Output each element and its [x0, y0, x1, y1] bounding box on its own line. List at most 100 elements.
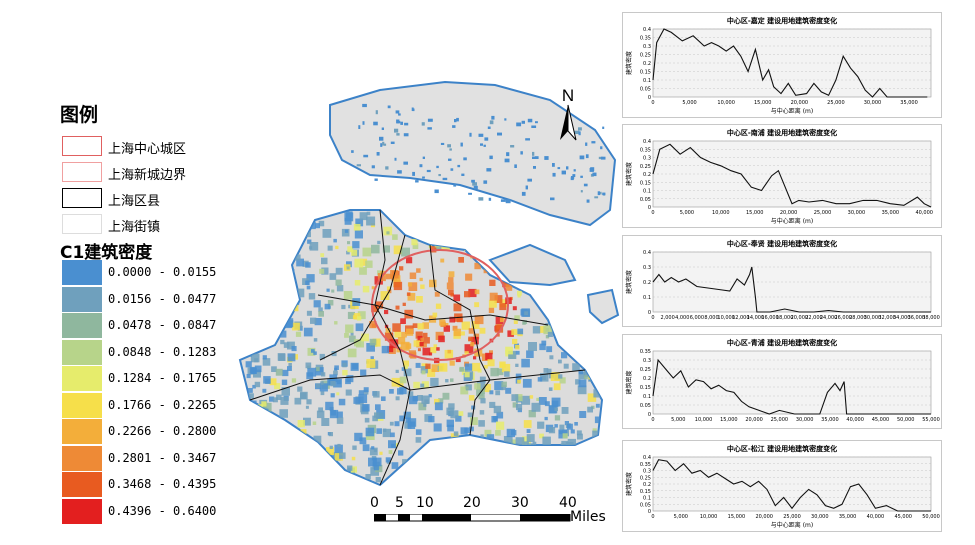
- shanghai-density-map: [238, 80, 620, 487]
- profile-chart-3: 中心区-青浦 建设用地建筑密度变化 0 0.05 0.1 0.15 0.2 0.25 0.3 0…: [622, 334, 942, 429]
- x-tick-label: 40,000: [915, 210, 933, 216]
- district-boundaries: [249, 209, 586, 486]
- density-class-swatch: [62, 366, 102, 391]
- profile-chart-svg: 中心区-松江 建设用地建筑密度变化00.050.10.150.20.250.30…: [625, 444, 940, 529]
- y-tick-label: 0.3: [643, 156, 651, 162]
- x-tick-label: 24,000: [820, 315, 838, 321]
- y-tick-label: 0.35: [640, 462, 651, 468]
- series-line: [652, 459, 931, 512]
- series-line: [652, 266, 931, 313]
- x-tick-label: 30,000: [848, 210, 866, 216]
- legend-item-central-city: 上海中心城区: [60, 136, 240, 158]
- density-class-label: 0.4396 - 0.6400: [108, 503, 217, 518]
- y-tick-label: 0.4: [643, 139, 651, 145]
- density-class-swatch: [62, 260, 102, 285]
- density-class-6: 0.2266 - 0.2800: [60, 419, 240, 445]
- y-tick-label: 0.2: [643, 280, 651, 286]
- x-tick-label: 45,000: [894, 514, 912, 520]
- x-tick-label: 10,000: [695, 417, 713, 423]
- x-tick-label: 28,000: [849, 315, 867, 321]
- plot-area: [652, 140, 932, 208]
- x-tick-label: 35,000: [900, 100, 918, 106]
- x-tick-label: 5,000: [674, 514, 688, 520]
- y-tick-label: 0.4: [643, 455, 651, 461]
- x-tick-label: 15,000: [746, 210, 764, 216]
- density-class-label: 0.0478 - 0.0847: [108, 318, 217, 332]
- series-line: [652, 28, 928, 98]
- chart-title: 中心区-嘉定 建设用地建筑密度变化: [727, 16, 837, 25]
- legend-label: 上海街镇: [108, 220, 161, 235]
- y-tick-label: 0.35: [640, 147, 651, 153]
- density-class-label: 0.2801 - 0.3467: [108, 450, 217, 465]
- y-axis-label: 建筑密度: [625, 472, 633, 496]
- y-tick-label: 0.3: [643, 358, 651, 364]
- x-tick-label: 25,000: [783, 514, 801, 520]
- y-tick-label: 0.15: [640, 180, 651, 186]
- y-axis-label: 建筑密度: [625, 270, 633, 294]
- chart-title: 中心区-奉贤 建设用地建筑密度变化: [727, 239, 837, 248]
- profile-chart-svg: 中心区-嘉定 建设用地建筑密度变化 0 0.05 0.1 0.15 0.2 0.25 0.3 0…: [625, 16, 932, 115]
- density-class-swatch: [62, 286, 102, 312]
- y-tick-label: 0.3: [643, 265, 651, 271]
- y-tick-label: 0.25: [640, 367, 651, 373]
- x-tick-label: 15,000: [754, 100, 772, 106]
- x-tick-label: 22,000: [805, 315, 823, 321]
- x-tick-label: 34,000: [893, 315, 911, 321]
- y-tick-label: 0.3: [643, 44, 651, 50]
- x-tick-label: 6,000: [690, 315, 704, 321]
- north-label: N: [562, 86, 574, 105]
- y-tick-label: 0.1: [643, 394, 651, 400]
- density-class-2: 0.0478 - 0.0847: [60, 313, 240, 339]
- legend-label: 上海新城边界: [108, 168, 187, 183]
- x-tick-label: 36,000: [908, 315, 926, 321]
- plot-area: [652, 350, 932, 415]
- legend-swatch: [62, 162, 102, 182]
- profile-chart-svg: 中心区-奉贤 建设用地建筑密度变化 0 0.1 0.2 0.3 0.4 0 2,000 4,00…: [625, 239, 940, 321]
- y-tick-label: 0.35: [640, 36, 651, 42]
- y-tick-label: 0: [648, 205, 651, 211]
- y-tick-label: 0.35: [640, 349, 651, 355]
- density-class-swatch: [62, 339, 102, 365]
- scale-tick-10: 10: [416, 495, 434, 511]
- y-tick-label: 0.1: [643, 189, 651, 195]
- y-tick-label: 0.4: [643, 27, 651, 33]
- density-class-swatch: [62, 313, 102, 338]
- series-line: [652, 143, 932, 208]
- y-tick-label: 0.2: [643, 172, 651, 178]
- y-tick-label: 0.25: [640, 53, 651, 59]
- y-tick-label: 0.15: [640, 489, 651, 495]
- central-city-boundary: [371, 249, 509, 361]
- x-tick-label: 10,000: [712, 210, 730, 216]
- north-arrow-icon: N: [560, 86, 577, 141]
- y-tick-label: 0.4: [643, 250, 651, 256]
- y-tick-label: 0.15: [640, 70, 651, 76]
- x-tick-label: 0: [651, 100, 654, 106]
- y-tick-label: 0: [648, 95, 651, 101]
- profile-chart-svg: 中心区-青浦 建设用地建筑密度变化 0 0.05 0.1 0.15 0.2 0.25 0.3 0…: [625, 338, 940, 423]
- y-tick-label: 0.1: [643, 78, 651, 84]
- x-tick-label: 15,000: [720, 417, 738, 423]
- x-tick-label: 20,000: [755, 514, 773, 520]
- x-tick-label: 20,000: [791, 100, 809, 106]
- changxing-island: [488, 243, 577, 287]
- y-tick-label: 0.05: [640, 502, 651, 508]
- y-tick-label: 0.05: [640, 87, 651, 93]
- x-tick-label: 40,000: [846, 417, 864, 423]
- x-tick-label: 30,000: [796, 417, 814, 423]
- x-tick-label: 8,000: [704, 315, 718, 321]
- x-tick-label: 0: [651, 514, 654, 520]
- chongming-island: [329, 80, 617, 227]
- profile-chart-1: 中心区-南浦 建设用地建筑密度变化 0 0.05 0.1 0.15 0.2 0.25 0.3 0…: [622, 124, 942, 228]
- x-tick-label: 10,000: [700, 514, 718, 520]
- density-class-label: 0.2266 - 0.2800: [108, 424, 217, 438]
- density-class-4: 0.1284 - 0.1765: [60, 366, 240, 392]
- density-class-3: 0.0848 - 0.1283: [60, 339, 240, 366]
- x-tick-label: 26,000: [834, 315, 852, 321]
- legend-label: 上海区县: [108, 194, 161, 209]
- y-tick-label: 0.1: [643, 295, 651, 301]
- x-tick-label: 25,000: [814, 210, 832, 216]
- x-tick-label: 20,000: [780, 210, 798, 216]
- x-tick-label: 25,000: [827, 100, 845, 106]
- x-tick-label: 20,000: [791, 315, 809, 321]
- legend-item-district: 上海区县: [60, 188, 240, 210]
